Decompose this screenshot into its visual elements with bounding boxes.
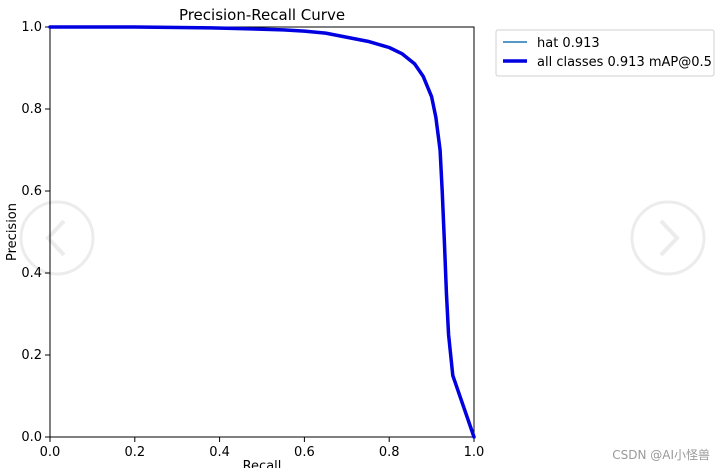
y-axis-ticks: 0.0 0.2 0.4 0.6 0.8 1.0 [21, 20, 50, 445]
series-line-hat [49, 26, 475, 438]
chevron-left-icon[interactable] [19, 200, 95, 276]
chart-title: Precision-Recall Curve [179, 6, 345, 24]
x-tick-label: 1.0 [464, 445, 485, 460]
legend: hat 0.913 all classes 0.913 mAP@0.5 [495, 29, 715, 77]
plot-frame [49, 26, 475, 438]
series-line-all-classes [48, 25, 476, 439]
watermark: CSDN @AI小怪兽 [612, 448, 710, 462]
legend-box [495, 29, 715, 77]
x-axis-ticks: 0.0 0.2 0.4 0.6 0.8 1.0 [40, 437, 485, 460]
x-tick-label: 0.0 [40, 445, 61, 460]
y-tick-label: 0.2 [21, 348, 42, 363]
x-axis-title: Recall [243, 459, 282, 468]
y-tick-label: 0.6 [21, 184, 42, 199]
legend-label-hat: hat 0.913 [537, 36, 600, 51]
y-tick-label: 0.0 [21, 430, 42, 445]
y-tick-label: 1.0 [21, 20, 42, 35]
x-tick-label: 0.8 [379, 445, 400, 460]
x-tick-label: 0.6 [294, 445, 315, 460]
x-tick-label: 0.4 [209, 445, 230, 460]
y-axis-title: Precision [5, 203, 20, 261]
series-layer [48, 25, 476, 439]
y-tick-label: 0.8 [21, 102, 42, 117]
y-tick-label: 0.4 [21, 266, 42, 281]
legend-label-all-classes: all classes 0.913 mAP@0.5 [537, 55, 712, 70]
x-tick-label: 0.2 [124, 445, 145, 460]
chevron-right-icon[interactable] [630, 200, 706, 276]
